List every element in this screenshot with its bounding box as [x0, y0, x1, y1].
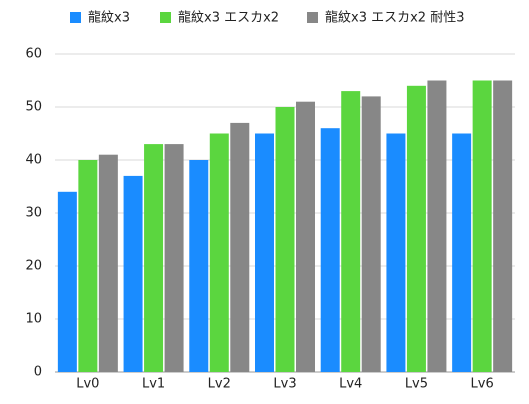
bar: [296, 101, 315, 372]
bar: [144, 144, 164, 372]
bar: [452, 133, 472, 372]
bar: [189, 160, 209, 372]
y-tick-label: 60: [25, 47, 42, 62]
y-tick-label: 20: [25, 259, 42, 274]
y-tick-label: 50: [25, 100, 42, 115]
bar: [493, 80, 513, 372]
bar: [78, 160, 98, 372]
x-tick-label: Lv0: [76, 377, 99, 392]
y-tick-label: 10: [25, 312, 42, 327]
x-tick-label: Lv4: [339, 377, 362, 392]
x-tick-label: Lv3: [273, 377, 296, 392]
legend-swatch: [70, 12, 81, 23]
y-tick-label: 30: [25, 206, 42, 221]
bar: [275, 107, 295, 372]
bar: [230, 122, 250, 373]
y-tick-label: 40: [25, 153, 42, 168]
y-tick-label: 0: [34, 365, 42, 380]
legend-swatch: [307, 12, 318, 23]
bar: [209, 133, 229, 372]
x-tick-label: Lv6: [471, 377, 494, 392]
bar: [386, 133, 406, 372]
legend-label: 龍紋x3: [88, 10, 130, 26]
bar: [361, 96, 381, 373]
x-tick-label: Lv5: [405, 377, 428, 392]
bar: [98, 154, 118, 372]
bar: [164, 144, 184, 372]
bar: [406, 85, 426, 373]
bar: [320, 128, 340, 372]
bar: [427, 80, 447, 372]
bar: [255, 133, 274, 372]
x-tick-label: Lv2: [208, 377, 231, 392]
legend-label: 龍紋x3 エスカx2 耐性3: [325, 10, 464, 26]
bar: [57, 191, 77, 372]
legend-label: 龍紋x3 エスカx2: [178, 10, 279, 26]
bar: [341, 91, 361, 372]
x-tick-label: Lv1: [142, 377, 165, 392]
bar: [123, 175, 143, 372]
legend-swatch: [160, 12, 171, 23]
bar: [472, 80, 492, 372]
